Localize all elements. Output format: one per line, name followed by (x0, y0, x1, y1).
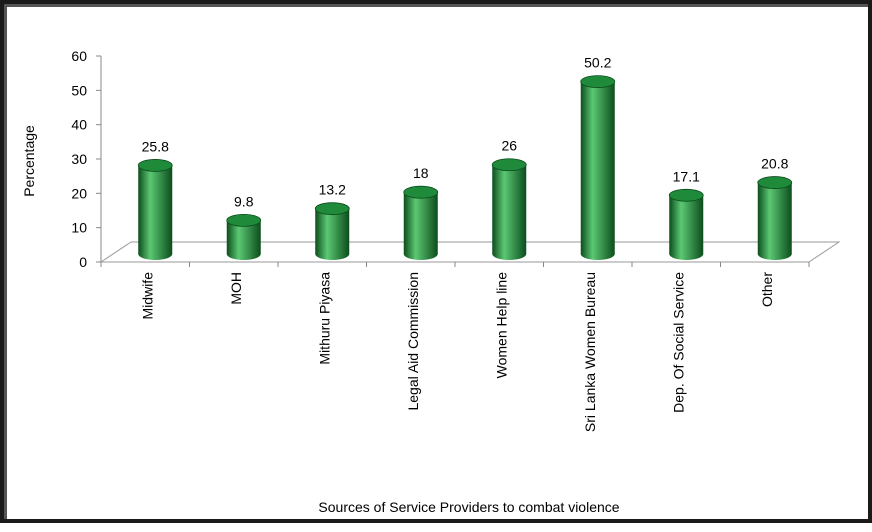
category-label: Mithuru Piyasa (316, 272, 332, 365)
y-axis-label: Percentage (21, 125, 37, 197)
x-axis-label: Sources of Service Providers to combat v… (318, 499, 619, 515)
bar-body (226, 220, 261, 260)
data-label: 13.2 (319, 182, 346, 198)
bar-body (403, 192, 438, 260)
bar-top (314, 202, 350, 216)
bars (137, 75, 793, 260)
data-label: 25.8 (142, 138, 169, 154)
y-tick-label: 20 (71, 185, 87, 201)
category-label: Sri Lanka Women Bureau (582, 272, 598, 432)
bar-chart: 0 10 20 30 40 50 60 25.8 Midwife 9.8 MOH 13.2 Mithu… (21, 48, 841, 515)
labels: 25.8 Midwife 9.8 MOH 13.2 Mithuru Piyasa 18 Leg… (139, 55, 788, 432)
bar (137, 159, 173, 260)
bar (403, 185, 439, 260)
bar-top (580, 75, 616, 89)
bar (314, 202, 350, 260)
y-tick-label: 30 (71, 151, 87, 167)
bar-body (669, 195, 704, 260)
bar (226, 213, 262, 260)
category-label: Legal Aid Commission (405, 272, 421, 411)
y-tick-label: 10 (71, 220, 87, 236)
data-label: 26 (501, 138, 517, 154)
bar-top (137, 159, 173, 172)
data-label: 9.8 (234, 193, 254, 209)
bar-top (668, 188, 704, 202)
bar-body (138, 165, 173, 260)
data-label: 17.1 (673, 168, 700, 184)
y-tick-label: 0 (79, 254, 87, 270)
bar-top (226, 213, 262, 227)
category-label: Midwife (139, 272, 155, 320)
bar-top (491, 158, 527, 172)
axes: 0 10 20 30 40 50 60 (71, 48, 841, 270)
bar-top (757, 176, 793, 189)
data-label: 18 (413, 165, 429, 181)
bar-top (403, 185, 439, 199)
category-label: Women Help line (493, 272, 509, 379)
bar (668, 188, 704, 260)
category-label: Dep. Of Social Service (670, 272, 686, 413)
bar-body (315, 208, 350, 260)
bar-body (757, 182, 792, 260)
category-label: Other (759, 272, 775, 307)
bar-body (492, 164, 527, 260)
category-label: MOH (228, 272, 244, 305)
y-tick-label: 40 (71, 117, 87, 133)
data-label: 20.8 (761, 156, 788, 172)
bar (757, 176, 793, 260)
bar-body (580, 81, 615, 260)
y-tick-label: 50 (71, 82, 87, 98)
floor (99, 241, 841, 263)
bar (491, 158, 527, 260)
data-label: 50.2 (584, 55, 611, 71)
y-tick-label: 60 (71, 48, 87, 64)
bar (580, 75, 616, 260)
